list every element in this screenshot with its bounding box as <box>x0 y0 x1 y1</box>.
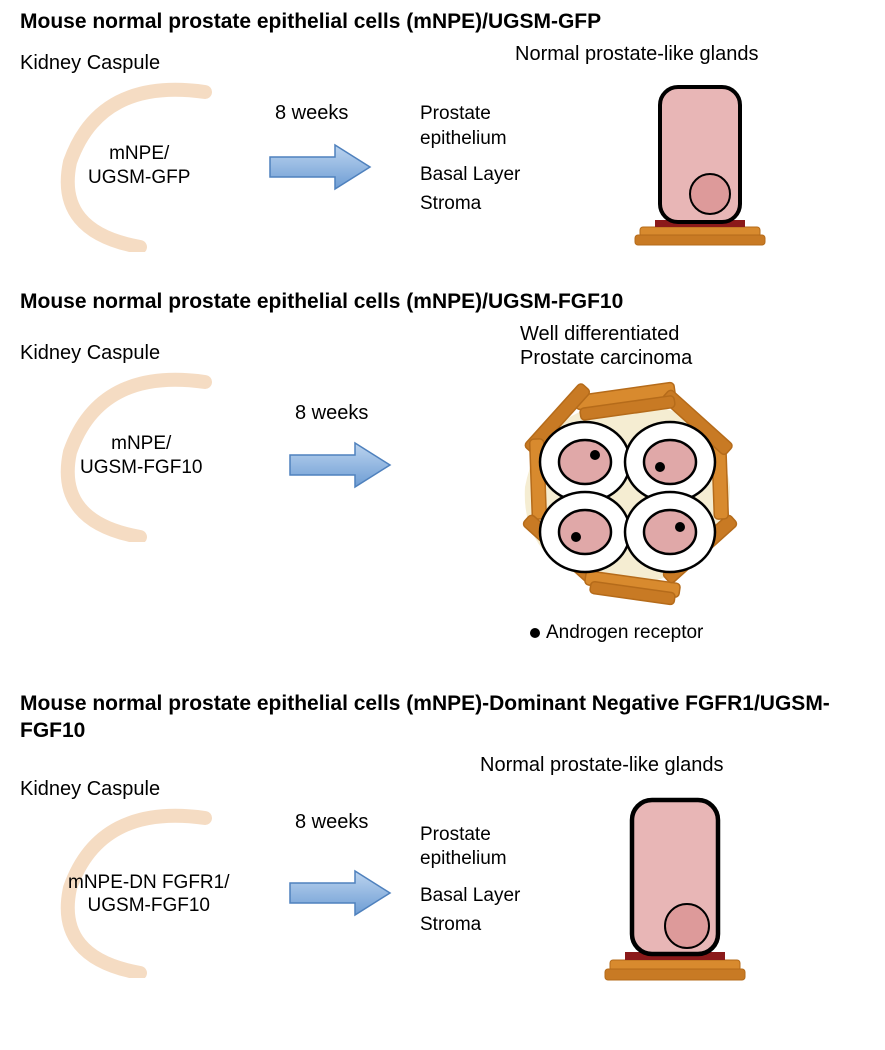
label-basal-3: Basal Layer <box>420 884 520 909</box>
legend-dot-icon <box>530 628 540 638</box>
label-stroma-3: Stroma <box>420 913 520 938</box>
time-label-2: 8 weeks <box>295 402 368 425</box>
label-stroma-1: Stroma <box>420 192 520 217</box>
panel-2-title: Mouse normal prostate epithelial cells (… <box>20 290 865 314</box>
label-basal-1: Basal Layer <box>420 163 520 188</box>
panel-3: Mouse normal prostate epithelial cells (… <box>20 690 865 1030</box>
time-label-3: 8 weeks <box>295 811 368 834</box>
panel-1: Mouse normal prostate epithelial cells (… <box>20 10 865 280</box>
carcinoma-icon <box>480 377 770 617</box>
panel-2-body: Kidney Caspule mNPE/ UGSM-FGF10 8 weeks … <box>20 322 865 652</box>
time-label-1: 8 weeks <box>275 102 348 125</box>
capsule-label-2: Kidney Caspule <box>20 342 160 365</box>
arrow-icon-3 <box>285 868 395 918</box>
capsule-inside-text-1: mNPE/ UGSM-GFP <box>88 142 190 190</box>
side-labels-3: Prostate epithelium Basal Layer Stroma <box>420 823 520 938</box>
panel-3-body: Kidney Caspule mNPE-DN FGFR1/ UGSM-FGF10… <box>20 753 865 1013</box>
legend-text: Androgen receptor <box>546 622 703 643</box>
arrow-icon-1 <box>265 142 375 192</box>
panel-3-title: Mouse normal prostate epithelial cells (… <box>20 690 865 745</box>
result-title-1: Normal prostate-like glands <box>515 42 758 66</box>
result-title-2: Well differentiated Prostate carcinoma <box>520 322 692 370</box>
normal-gland-icon-3 <box>590 788 760 988</box>
capsule-label-1: Kidney Caspule <box>20 52 160 75</box>
side-labels-1: Prostate epithelium Basal Layer Stroma <box>420 102 520 217</box>
capsule-inside-text-3: mNPE-DN FGFR1/ UGSM-FGF10 <box>68 871 230 919</box>
panel-1-title: Mouse normal prostate epithelial cells (… <box>20 10 865 34</box>
label-epithelium-1: Prostate epithelium <box>420 102 520 151</box>
panel-1-body: Kidney Caspule mNPE/ UGSM-GFP 8 weeks No… <box>20 42 865 272</box>
result-title-3: Normal prostate-like glands <box>480 753 723 777</box>
label-epithelium-3: Prostate epithelium <box>420 823 520 872</box>
arrow-icon-2 <box>285 440 395 490</box>
legend-androgen: Androgen receptor <box>530 622 703 644</box>
panel-2: Mouse normal prostate epithelial cells (… <box>20 290 865 670</box>
capsule-label-3: Kidney Caspule <box>20 778 160 801</box>
normal-gland-icon-1 <box>620 72 780 252</box>
capsule-inside-text-2: mNPE/ UGSM-FGF10 <box>80 432 202 480</box>
